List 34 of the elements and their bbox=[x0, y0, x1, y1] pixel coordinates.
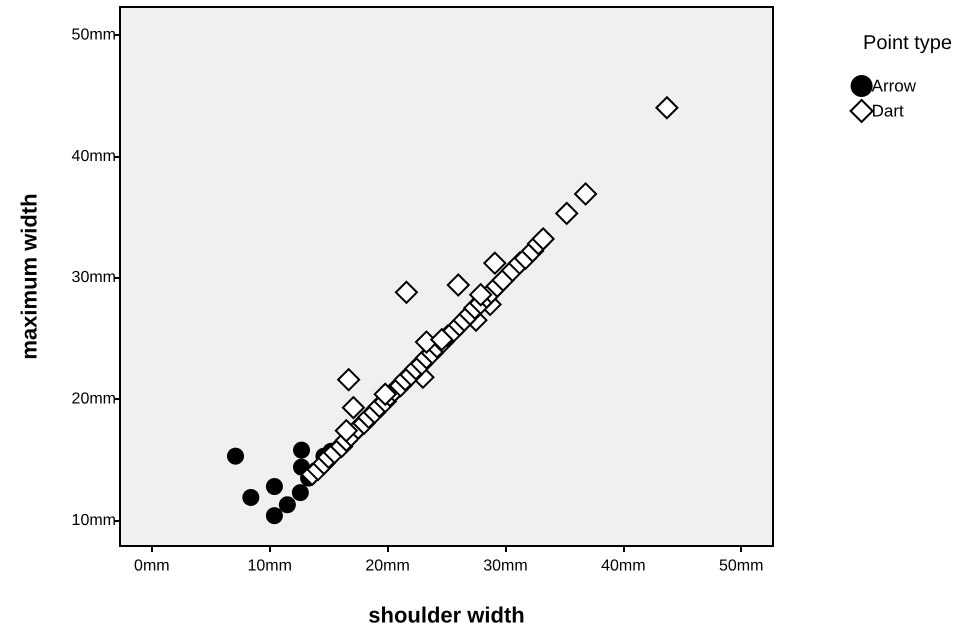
point bbox=[227, 448, 244, 465]
point bbox=[555, 202, 578, 225]
x-tick-label: 30mm bbox=[483, 558, 528, 574]
point bbox=[574, 182, 598, 206]
y-tick-label: 30mm bbox=[72, 269, 116, 286]
point bbox=[334, 419, 358, 442]
legend-label: Dart bbox=[872, 102, 904, 120]
point bbox=[469, 283, 492, 306]
point bbox=[655, 96, 678, 120]
y-axis-title: maximum width bbox=[16, 193, 42, 360]
y-tick-label: 50mm bbox=[72, 26, 116, 44]
point bbox=[266, 507, 283, 524]
y-tick-label: 40mm bbox=[72, 148, 116, 165]
x-tick-label: 0mm bbox=[134, 558, 170, 574]
point bbox=[394, 280, 418, 304]
point bbox=[266, 478, 283, 496]
point bbox=[278, 496, 296, 514]
y-tick-label: 10mm bbox=[72, 512, 116, 530]
x-tick-label: 10mm bbox=[247, 558, 292, 574]
y-tick-label: 20mm bbox=[72, 390, 116, 408]
point bbox=[532, 227, 555, 250]
point bbox=[292, 484, 309, 502]
legend-title: Point type bbox=[863, 32, 952, 54]
point bbox=[483, 252, 506, 275]
x-tick-label: 20mm bbox=[365, 558, 410, 574]
x-axis-title: shoulder width bbox=[368, 602, 525, 628]
point bbox=[337, 368, 360, 392]
point bbox=[342, 396, 365, 420]
x-tick-label: 40mm bbox=[601, 558, 646, 574]
point bbox=[293, 442, 310, 459]
x-tick-label: 50mm bbox=[718, 558, 764, 574]
point bbox=[446, 274, 470, 296]
legend-label: Arrow bbox=[872, 76, 917, 96]
point bbox=[242, 488, 260, 506]
